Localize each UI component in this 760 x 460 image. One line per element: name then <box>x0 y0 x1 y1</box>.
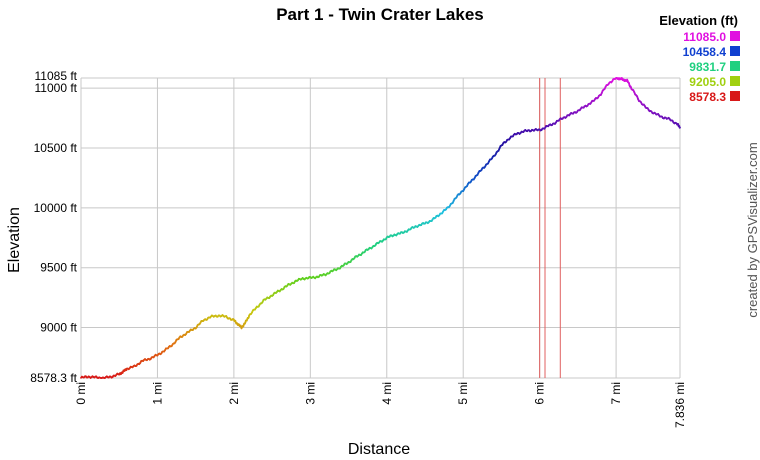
x-tick-label: 7.836 mi <box>673 382 687 428</box>
y-axis-ticks: 8578.3 ft 9000 ft 9500 ft 10000 ft 10500 ft 1… <box>30 69 77 385</box>
x-tick-label: 6 mi <box>533 382 547 405</box>
x-tick-label: 5 mi <box>456 382 470 405</box>
credit-text: created by GPSVisualizer.com <box>745 142 760 317</box>
legend-swatch <box>730 76 740 86</box>
legend-label: 8578.3 <box>689 90 726 104</box>
x-tick-label: 0 mi <box>74 382 88 405</box>
y-tick-label: 9500 ft <box>40 261 77 275</box>
y-tick-label: 9000 ft <box>40 321 77 335</box>
legend-title: Elevation (ft) <box>659 13 738 28</box>
elevation-profile <box>80 77 681 379</box>
y-tick-label: 8578.3 ft <box>30 371 77 385</box>
x-tick-label: 4 mi <box>380 382 394 405</box>
x-tick-label: 2 mi <box>227 382 241 405</box>
y-tick-label: 11085 ft <box>35 69 78 83</box>
y-tick-label: 10000 ft <box>34 201 78 215</box>
legend-swatch <box>730 91 740 101</box>
x-tick-label: 1 mi <box>150 382 164 405</box>
grid-lines <box>80 77 681 379</box>
legend-label: 10458.4 <box>683 45 727 59</box>
x-tick-label: 3 mi <box>303 382 317 405</box>
y-tick-label: 11000 ft <box>35 81 78 95</box>
chart-title: Part 1 - Twin Crater Lakes <box>276 5 484 24</box>
legend: Elevation (ft) 11085.010458.49831.79205.… <box>659 13 740 104</box>
x-axis-ticks: 0 mi 1 mi 2 mi 3 mi 4 mi 5 mi 6 mi 7 mi 7.836 mi <box>74 382 687 428</box>
x-axis-title: Distance <box>348 441 410 458</box>
legend-swatch <box>730 46 740 56</box>
legend-label: 11085.0 <box>683 30 726 44</box>
legend-swatch <box>730 61 740 71</box>
legend-label: 9205.0 <box>689 75 726 89</box>
x-tick-label: 7 mi <box>609 382 623 405</box>
legend-swatch <box>730 31 740 41</box>
legend-label: 9831.7 <box>689 60 726 74</box>
y-axis-title: Elevation <box>6 207 23 273</box>
y-tick-label: 10500 ft <box>34 141 78 155</box>
marker-lines <box>539 78 561 378</box>
